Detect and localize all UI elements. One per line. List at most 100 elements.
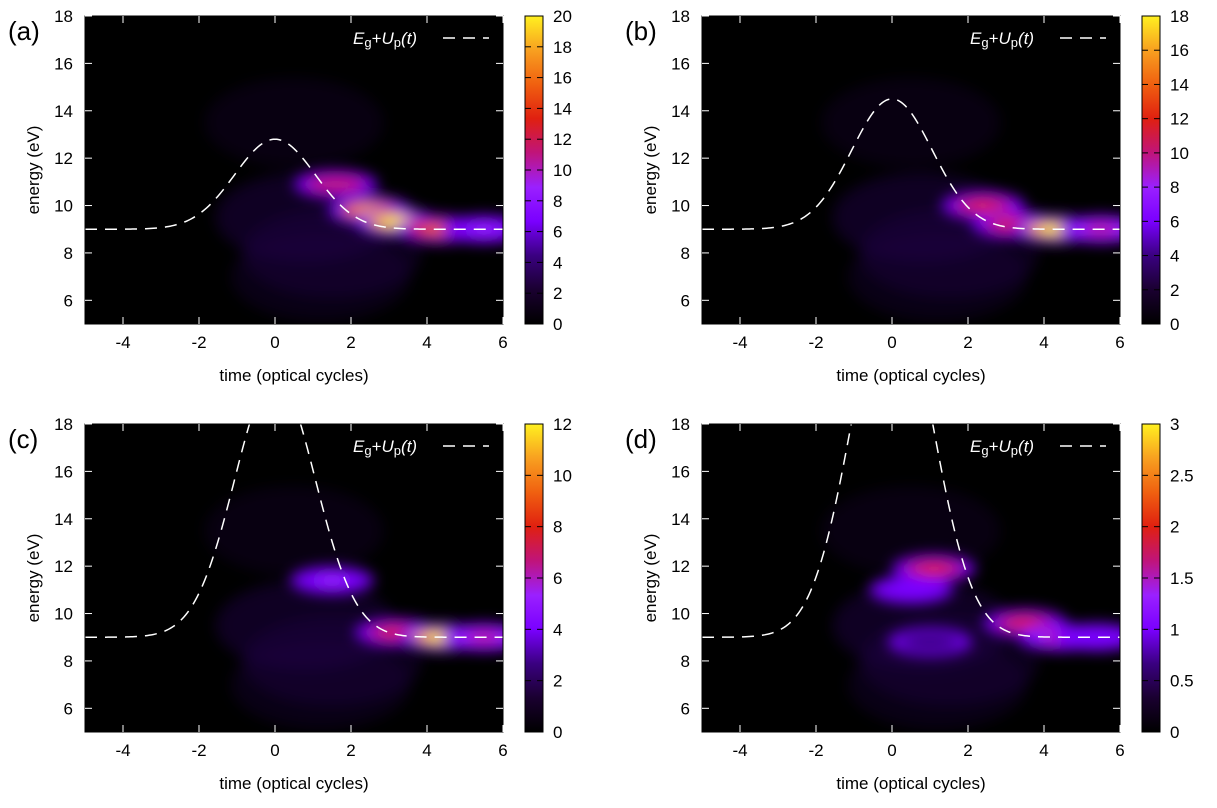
colorbar-tick-label: 0 (553, 723, 562, 742)
y-tick-label: 18 (54, 415, 73, 434)
y-axis-label: energy (eV) (24, 126, 43, 215)
hotspot-core (917, 563, 950, 574)
colorbar-tick-label: 1.5 (1170, 569, 1194, 588)
hotspot-core (1081, 632, 1114, 643)
chart-svg: -4 -2 0 2 4 6 6 8 10 12 14 16 18 time (optical cycles… (8, 415, 572, 793)
y-tick-label: 14 (671, 510, 690, 529)
y-axis-label: energy (eV) (641, 126, 660, 215)
heatmap-layer (85, 77, 503, 322)
plot-frame (84, 15, 504, 325)
x-tick-label: 4 (1039, 333, 1048, 352)
haze-blob (847, 639, 1028, 730)
colorbar-tick-label: 16 (553, 69, 572, 88)
colorbar-tick-label: 4 (1170, 247, 1179, 266)
plot-frame (701, 423, 1121, 733)
colorbar-tick-label: 14 (553, 99, 572, 118)
haze-blob (204, 77, 384, 168)
heatmap-hotspots (293, 170, 503, 244)
hotspot-core (316, 575, 348, 586)
colorbar-tick-label: 12 (553, 130, 572, 149)
haze-blob (821, 77, 1001, 168)
legend-label: Eg+Up(t) (970, 437, 1034, 458)
colorbar-tick-label: 2.5 (1170, 466, 1194, 485)
panel-d: -4 -2 0 2 4 6 6 8 10 12 14 16 18 time (optical cycles… (617, 408, 1217, 808)
heatmap-layer (702, 424, 1120, 730)
legend-label: Eg+Up(t) (353, 437, 417, 458)
colorbar-tick-label: 2 (1170, 518, 1179, 537)
colorbar-tick-label: 0 (553, 315, 562, 334)
y-tick-label: 10 (671, 197, 690, 216)
guide-curve (702, 98, 1120, 230)
legend-label: Eg+Up(t) (353, 29, 417, 50)
x-tick-label: -4 (115, 333, 130, 352)
plot-frame (84, 423, 504, 733)
hotspot-core (319, 179, 352, 190)
x-tick-label: 2 (963, 333, 972, 352)
y-tick-label: 10 (671, 605, 690, 624)
y-tick-label: 16 (671, 462, 690, 481)
colorbar-tick-label: 0 (1170, 315, 1179, 334)
haze-blob (230, 231, 411, 322)
haze-blob (204, 485, 384, 576)
x-tick-label: 2 (346, 741, 355, 760)
y-tick-label: 18 (54, 7, 73, 26)
y-axis-label: energy (eV) (641, 534, 660, 623)
y-tick-label: 6 (64, 291, 73, 310)
y-tick-label: 14 (54, 510, 73, 529)
colorbar-tick-label: 12 (1170, 110, 1189, 129)
legend-label: Eg+Up(t) (970, 29, 1034, 50)
x-tick-label: -4 (732, 333, 747, 352)
y-tick-label: 10 (54, 605, 73, 624)
y-tick-label: 18 (671, 415, 690, 434)
haze-blob (821, 485, 1001, 576)
colorbar-tick-label: 18 (1170, 7, 1189, 26)
hotspot-core (895, 584, 927, 595)
x-tick-label: -2 (191, 741, 206, 760)
colorbar-tick-label: 4 (553, 253, 562, 272)
panel-label: (c) (8, 424, 38, 454)
colorbar-tick-label: 14 (1170, 75, 1189, 94)
chart-svg: -4 -2 0 2 4 6 6 8 10 12 14 16 18 time (optical cycles… (625, 7, 1189, 385)
y-tick-label: 14 (54, 102, 73, 121)
colorbar-tick-label: 8 (553, 192, 562, 211)
y-tick-label: 12 (671, 149, 690, 168)
y-tick-label: 6 (681, 699, 690, 718)
x-tick-label: 6 (1115, 333, 1124, 352)
x-tick-label: -4 (732, 741, 747, 760)
panel-label: (a) (8, 16, 40, 46)
y-tick-label: 8 (64, 244, 73, 263)
x-tick-label: 0 (887, 333, 896, 352)
x-tick-label: 0 (270, 333, 279, 352)
panel-b: -4 -2 0 2 4 6 6 8 10 12 14 16 18 time (optical cycles… (617, 0, 1217, 400)
hotspot-core (1009, 618, 1041, 629)
x-tick-label: 0 (270, 741, 279, 760)
colorbar-tick-label: 16 (1170, 41, 1189, 60)
y-tick-label: 18 (671, 7, 690, 26)
y-tick-label: 14 (671, 102, 690, 121)
x-axis-label: time (optical cycles) (219, 366, 368, 385)
x-axis-label: time (optical cycles) (836, 366, 985, 385)
colorbar-tick-label: 10 (553, 466, 572, 485)
y-tick-label: 6 (681, 291, 690, 310)
x-tick-label: 0 (887, 741, 896, 760)
y-tick-label: 16 (671, 54, 690, 73)
panel-label: (b) (625, 16, 657, 46)
haze-blob (230, 639, 411, 730)
colorbar-tick-label: 4 (553, 620, 562, 639)
colorbar-tick-label: 6 (553, 223, 562, 242)
y-axis-label: energy (eV) (24, 534, 43, 623)
colorbar-tick-label: 8 (553, 518, 562, 537)
x-tick-label: 4 (422, 333, 431, 352)
y-tick-label: 12 (54, 557, 73, 576)
colorbar-tick-label: 10 (553, 161, 572, 180)
y-tick-label: 8 (681, 244, 690, 263)
x-tick-label: -2 (808, 741, 823, 760)
colorbar-tick-label: 2 (553, 284, 562, 303)
y-tick-label: 8 (64, 652, 73, 671)
colorbar-tick-label: 6 (553, 569, 562, 588)
x-tick-label: 6 (498, 333, 507, 352)
colorbar (1141, 15, 1161, 325)
y-tick-label: 8 (681, 652, 690, 671)
y-tick-label: 6 (64, 699, 73, 718)
y-tick-label: 16 (54, 462, 73, 481)
